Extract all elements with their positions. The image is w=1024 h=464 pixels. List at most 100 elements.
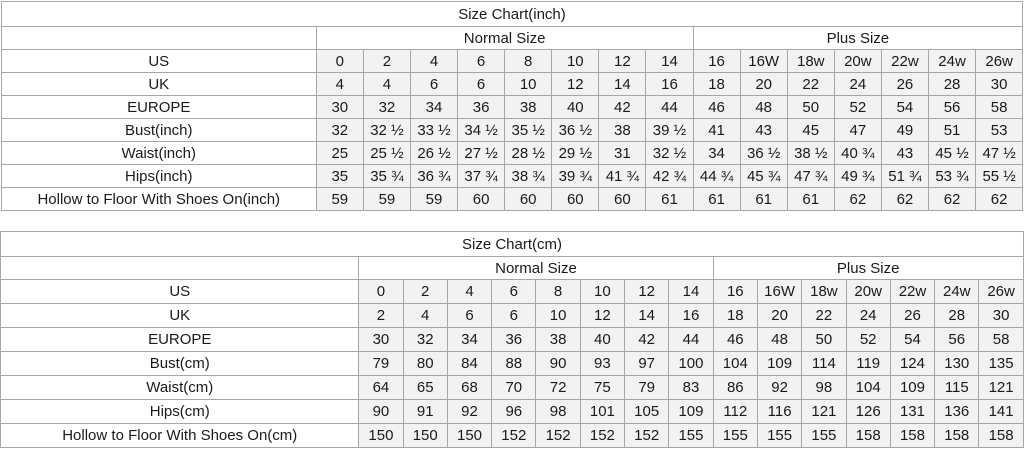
cell: 54	[889, 327, 936, 352]
chart-title: Size Chart(inch)	[0, 1, 1024, 27]
cell: 2	[362, 49, 411, 73]
cell: 4	[315, 72, 364, 96]
cell: 43	[880, 141, 929, 165]
cell: 16	[712, 279, 758, 304]
cell: 141	[978, 399, 1024, 424]
cell: 18	[712, 303, 758, 328]
cell: 64	[358, 375, 404, 400]
cell: 31	[598, 141, 647, 165]
cell: 32	[315, 118, 364, 142]
cell: 38 ¾	[504, 164, 553, 188]
cell: 52	[845, 327, 891, 352]
cell: 12	[598, 49, 647, 73]
cell: 40	[579, 327, 626, 352]
cell: 109	[668, 399, 714, 424]
cell: 150	[402, 423, 448, 448]
group-header-plus-size: Plus Size	[712, 256, 1024, 280]
cell: 36 ¾	[409, 164, 459, 188]
cell: 38 ½	[786, 141, 835, 165]
cell: 105	[624, 399, 670, 424]
chart-title: Size Chart(cm)	[0, 231, 1024, 257]
cell: 59	[409, 187, 459, 211]
cell: 59	[315, 187, 364, 211]
cell: 20	[756, 303, 803, 328]
table-row: Bust(cm) 79 80 84 88 90 93 97 100 104 10…	[0, 351, 1024, 376]
cell: 158	[889, 423, 936, 448]
table-row: Hips(inch) 35 35 ¾ 36 ¾ 37 ¾ 38 ¾ 39 ¾ 4…	[0, 164, 1024, 188]
cell: 60	[551, 187, 600, 211]
cell: 6	[491, 279, 537, 304]
cell: 45	[786, 118, 835, 142]
table-row: US 0 2 4 6 8 10 12 14 16 16W 18w 20w 22w…	[0, 279, 1024, 304]
cell: 112	[712, 399, 758, 424]
cell: 61	[739, 187, 788, 211]
cell: 60	[504, 187, 553, 211]
cell: 91	[402, 399, 448, 424]
cell: 26	[880, 72, 929, 96]
cell: 92	[756, 375, 803, 400]
row-label-hips: Hips(cm)	[0, 399, 360, 424]
cell: 114	[801, 351, 847, 376]
cell: 36 ½	[739, 141, 788, 165]
cell: 10	[504, 72, 553, 96]
cell: 4	[402, 303, 448, 328]
cell: 32	[362, 95, 411, 119]
row-label-europe: EUROPE	[0, 95, 317, 119]
cell: 18w	[786, 49, 835, 73]
cell: 25 ½	[362, 141, 411, 165]
cell: 14	[645, 49, 694, 73]
cell: 135	[978, 351, 1024, 376]
cell: 86	[712, 375, 758, 400]
cell: 54	[880, 95, 929, 119]
size-chart-cm-table: Size Chart(cm) Normal Size Plus Size US …	[0, 231, 1024, 448]
cell: 8	[535, 279, 581, 304]
cell: 30	[978, 303, 1024, 328]
table-row: Hollow to Floor With Shoes On(inch) 59 5…	[0, 187, 1024, 211]
cell: 10	[551, 49, 600, 73]
cell: 155	[712, 423, 758, 448]
cell: 38	[535, 327, 581, 352]
cell: 6	[491, 303, 537, 328]
cell: 124	[889, 351, 936, 376]
cell: 41 ¾	[598, 164, 647, 188]
table-row: EUROPE 30 32 34 36 38 40 42 44 46 48 50 …	[0, 327, 1024, 352]
cell: 155	[756, 423, 803, 448]
cell: 16W	[739, 49, 788, 73]
cell: 158	[934, 423, 980, 448]
table-row: EUROPE 30 32 34 36 38 40 42 44 46 48 50 …	[0, 95, 1024, 119]
cell: 10	[535, 303, 581, 328]
cell: 26w	[978, 279, 1024, 304]
cell: 34	[446, 327, 493, 352]
cell: 116	[756, 399, 803, 424]
cell: 41	[692, 118, 741, 142]
cell: 70	[491, 375, 537, 400]
cell: 6	[409, 72, 459, 96]
cell: 2	[402, 279, 448, 304]
group-header-spacer	[0, 26, 317, 50]
cell: 43	[739, 118, 788, 142]
cell: 58	[978, 327, 1024, 352]
cell: 119	[845, 351, 891, 376]
table-row: Waist(inch) 25 25 ½ 26 ½ 27 ½ 28 ½ 29 ½ …	[0, 141, 1024, 165]
cell: 53 ¾	[927, 164, 977, 188]
cell: 150	[446, 423, 493, 448]
cell: 158	[978, 423, 1024, 448]
table-row: UK 4 4 6 6 10 12 14 16 18 20 22 24 26 28…	[0, 72, 1024, 96]
cell: 10	[579, 279, 626, 304]
cell: 47 ¾	[786, 164, 835, 188]
cell: 18	[692, 72, 741, 96]
chart-title-row: Size Chart(cm)	[0, 231, 1024, 257]
cell: 2	[358, 303, 404, 328]
cell: 28	[934, 303, 980, 328]
cell: 45 ½	[927, 141, 977, 165]
cell: 60	[457, 187, 506, 211]
cell: 30	[975, 72, 1024, 96]
cell: 20w	[845, 279, 891, 304]
cell: 59	[362, 187, 411, 211]
cell: 158	[845, 423, 891, 448]
cell: 28 ½	[504, 141, 553, 165]
cell: 126	[845, 399, 891, 424]
cell: 100	[668, 351, 714, 376]
cell: 90	[358, 399, 404, 424]
cell: 48	[756, 327, 803, 352]
